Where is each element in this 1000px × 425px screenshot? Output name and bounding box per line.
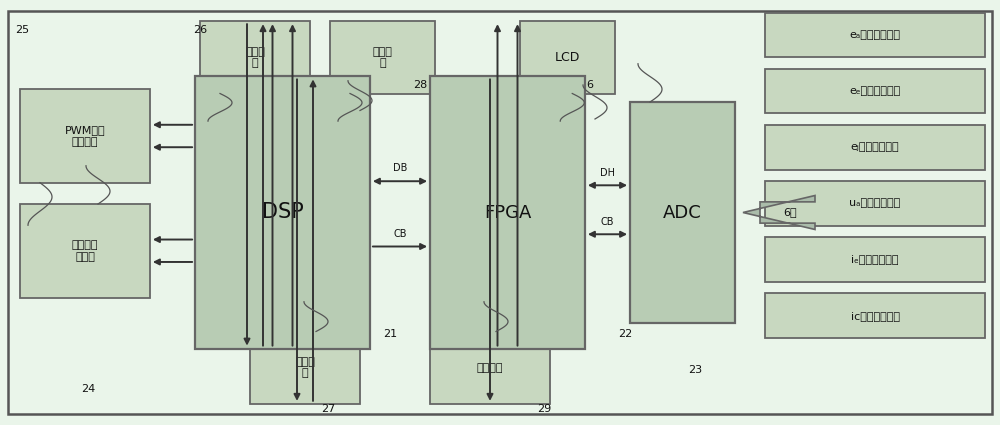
Bar: [195, 76, 370, 348]
Text: eⱼ模拟输入滤波: eⱼ模拟输入滤波: [851, 142, 899, 152]
Text: 22: 22: [618, 329, 632, 339]
Text: 27: 27: [321, 404, 335, 414]
Text: 28: 28: [413, 80, 427, 90]
Bar: [200, 21, 310, 94]
Text: 串口输
出: 串口输 出: [373, 47, 392, 68]
Text: 参数存
储: 参数存 储: [245, 47, 265, 68]
Text: LCD: LCD: [555, 51, 580, 64]
Bar: [430, 76, 585, 348]
Bar: [20, 204, 150, 298]
Text: 24: 24: [81, 384, 95, 394]
Bar: [765, 293, 985, 338]
Bar: [765, 237, 985, 282]
Text: ic模拟输入滤波: ic模拟输入滤波: [850, 311, 900, 320]
Text: CB: CB: [601, 216, 614, 227]
Text: 串口输出: 串口输出: [477, 363, 503, 373]
Text: 26: 26: [193, 25, 207, 35]
Text: DH: DH: [600, 167, 615, 178]
Text: 29: 29: [537, 404, 551, 414]
Text: CB: CB: [393, 229, 407, 239]
Bar: [430, 332, 550, 404]
Bar: [765, 181, 985, 226]
Text: ADC: ADC: [663, 204, 702, 221]
Text: PWM电平
变换输出: PWM电平 变换输出: [65, 125, 105, 147]
Text: iₑ模拟输入滤波: iₑ模拟输入滤波: [851, 255, 899, 264]
Bar: [630, 102, 735, 323]
Text: 6: 6: [586, 80, 594, 90]
Text: eₐ模拟输入滤波: eₐ模拟输入滤波: [850, 30, 900, 40]
Text: DSP: DSP: [262, 202, 303, 223]
Bar: [765, 13, 985, 57]
Bar: [20, 89, 150, 183]
Bar: [250, 332, 360, 404]
Text: FPGA: FPGA: [484, 204, 531, 221]
Bar: [520, 21, 615, 94]
Text: 25: 25: [15, 25, 29, 35]
Text: 数据存
储: 数据存 储: [295, 357, 315, 378]
Bar: [330, 21, 435, 94]
Bar: [765, 69, 985, 113]
Text: uₐ模拟输入滤波: uₐ模拟输入滤波: [849, 198, 901, 208]
Text: eₑ模拟输入滤波: eₑ模拟输入滤波: [849, 86, 901, 96]
Text: 继电器控
制输出: 继电器控 制输出: [72, 240, 98, 261]
Text: 23: 23: [688, 365, 702, 375]
Text: DB: DB: [393, 164, 407, 173]
Bar: [765, 125, 985, 170]
Text: 6路: 6路: [783, 207, 797, 218]
Text: 21: 21: [383, 329, 397, 339]
Polygon shape: [743, 196, 815, 230]
